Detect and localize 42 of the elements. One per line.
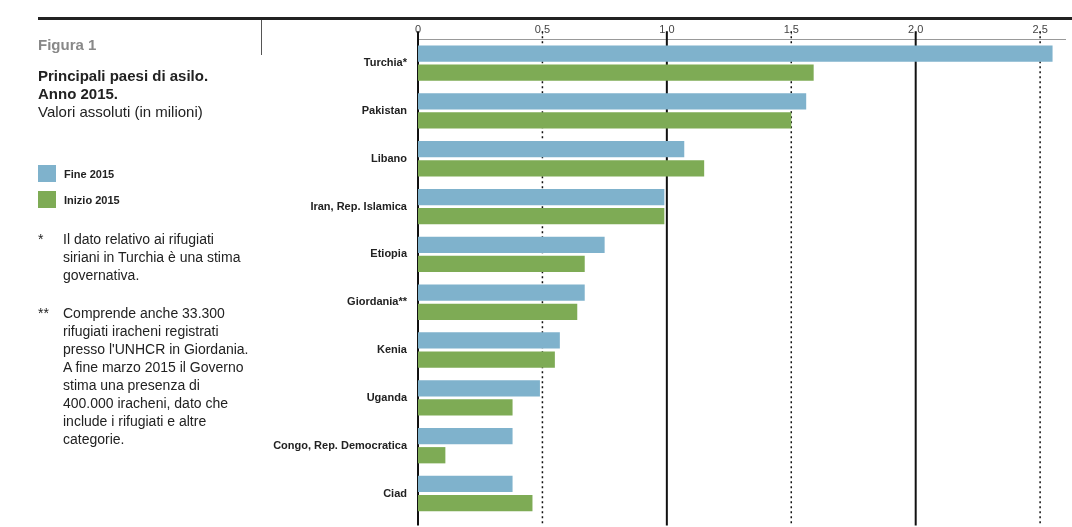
x-tick-label: 2,0 (908, 22, 924, 35)
y-tick-label: Turchia* (363, 56, 408, 69)
bar (418, 351, 555, 368)
text: * Il dato relativo ai rifugiati siriani in Turchia è una stima governativa. (38, 231, 241, 283)
y-tick-label: Pakistan (361, 103, 408, 116)
bar (418, 447, 446, 464)
bar (418, 380, 540, 397)
x-tick-label: 0,5 (534, 22, 551, 35)
text: Principali paesi di asilo. Anno 2015. (38, 67, 210, 103)
bar (418, 160, 705, 177)
y-tick-label: Kenia (377, 343, 408, 356)
bar (418, 475, 513, 493)
x-tick-label: 1,5 (783, 22, 799, 35)
y-tick-label: Congo, Rep. Democratica (273, 438, 408, 451)
text: ** Comprende anche 33.300 rifugiati iracheni registrati presso l'UNHCR in Giordania. A fine marzo 2015 il Governo stima una presenza di 400.000 iracheni, dato che include i rifugiati e altre categorie. (38, 305, 249, 447)
y-tick-label: Ciad (383, 486, 407, 499)
bar (418, 64, 814, 81)
x-tick-label: 1,0 (659, 22, 675, 35)
y-tick-label: Uganda (366, 390, 408, 403)
bar (418, 93, 807, 110)
bar (418, 427, 513, 445)
bar (418, 399, 513, 416)
bar (418, 188, 665, 206)
legend-label: Inizio 2015 (64, 193, 120, 206)
bar (418, 45, 1053, 62)
legend-label: Fine 2015 (64, 167, 115, 180)
bar (418, 208, 665, 225)
bar (418, 332, 560, 349)
y-tick-label: Libano (370, 151, 408, 164)
y-tick-label: Iran, Rep. Islamica (310, 199, 408, 212)
bar (418, 303, 578, 320)
text: Valori assoluti (in milioni) (38, 103, 204, 121)
y-tick-label: Giordania** (347, 295, 408, 308)
bar (418, 284, 585, 301)
bar (418, 141, 685, 158)
bar (418, 236, 605, 253)
text: Figura 1 (38, 36, 98, 53)
bar (418, 494, 533, 512)
x-tick-label: 2,5 (1032, 22, 1048, 35)
y-tick-label: Etiopia (370, 247, 408, 260)
bar (418, 255, 585, 273)
bar (418, 112, 792, 129)
